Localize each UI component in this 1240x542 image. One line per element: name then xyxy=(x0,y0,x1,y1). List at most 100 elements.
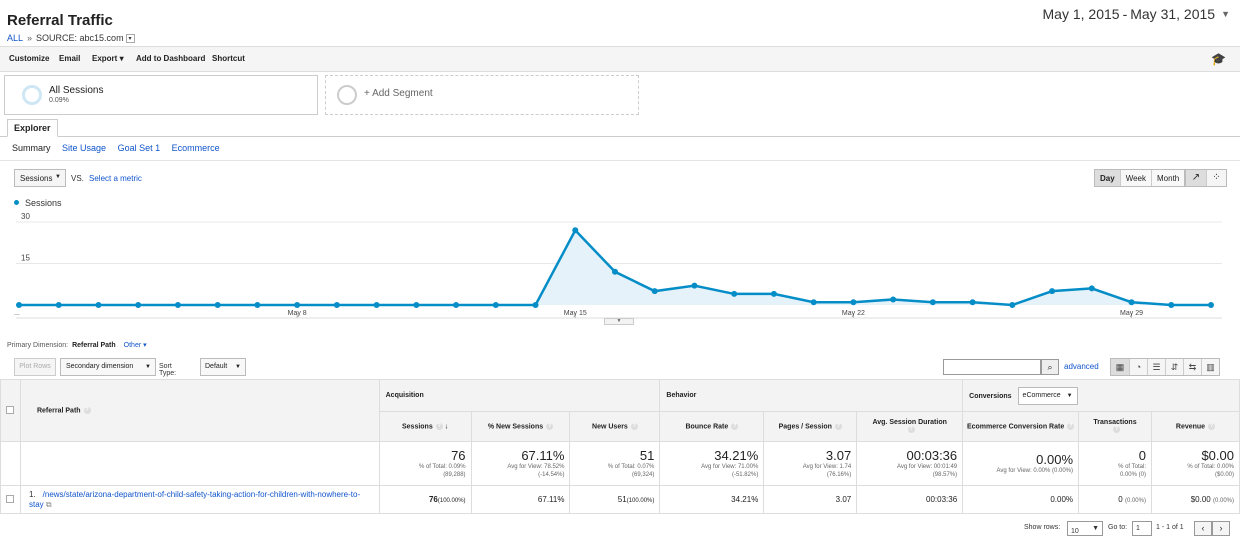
total-value: $0.00 xyxy=(1201,448,1234,463)
subtab-site-usage[interactable]: Site Usage xyxy=(62,143,107,153)
data-point xyxy=(1208,302,1214,308)
help-icon[interactable]: ? xyxy=(731,422,739,430)
comparison-view-icon[interactable]: ⇵ xyxy=(1165,359,1183,375)
subtab-summary[interactable]: Summary xyxy=(12,143,51,153)
conversion-type-value: eCommerce xyxy=(1022,391,1061,399)
col-new-sessions[interactable]: % New Sessions? xyxy=(470,411,571,442)
segment-all-sessions[interactable]: All Sessions 0.09% xyxy=(4,75,318,115)
col-pages-session[interactable]: Pages / Session? xyxy=(763,411,858,442)
week-button[interactable]: Week xyxy=(1119,170,1151,186)
next-page-icon[interactable]: › xyxy=(1212,521,1230,536)
chevron-down-icon: ▼ xyxy=(145,364,151,370)
subtab-goal-set-1[interactable]: Goal Set 1 xyxy=(117,143,161,153)
data-point xyxy=(174,302,181,308)
graduation-cap-icon[interactable]: 🎓 xyxy=(1211,52,1226,66)
customize-button[interactable]: Customize xyxy=(9,54,50,63)
term-cloud-view-icon[interactable]: ⇆ xyxy=(1183,359,1201,375)
motion-chart-icon[interactable]: ⁘ xyxy=(1206,170,1226,186)
other-dimension-link[interactable]: Other ▾ xyxy=(123,342,147,349)
behavior-group-header: Behavior xyxy=(659,379,964,412)
email-button[interactable]: Email xyxy=(59,54,81,63)
report-table: Referral Path? Acquisition Behavior Conv… xyxy=(0,379,1240,514)
shortcut-button[interactable]: Shortcut xyxy=(212,54,245,63)
export-button[interactable]: Export ▾ xyxy=(92,54,124,63)
col-bounce-rate[interactable]: Bounce Rate? xyxy=(659,411,765,442)
line-chart-icon[interactable]: ↗ xyxy=(1186,170,1206,186)
primary-dimension-value[interactable]: Referral Path xyxy=(72,342,116,349)
date-range-picker[interactable]: May 1, 2015- May 31, 2015 ▼ xyxy=(1043,6,1231,22)
total-sub: Avg for View: 00:01:49 xyxy=(896,464,958,470)
data-point xyxy=(770,290,777,297)
search-icon[interactable]: ⌕ xyxy=(1041,359,1059,375)
total-sub: % of Total: 0.09% xyxy=(418,464,466,470)
row-avg-duration: 00:03:36 xyxy=(856,485,964,514)
breadcrumb-dropdown-icon[interactable]: ▾ xyxy=(125,34,135,44)
export-caret-icon: ▾ xyxy=(119,54,124,63)
prev-page-icon[interactable]: ‹ xyxy=(1194,521,1212,536)
data-point xyxy=(850,299,857,306)
row-checkbox[interactable] xyxy=(6,494,15,503)
day-button[interactable]: Day xyxy=(1095,170,1120,186)
subtab-ecommerce[interactable]: Ecommerce xyxy=(171,143,220,153)
help-icon[interactable]: ? xyxy=(1067,422,1075,430)
add-segment-label: + Add Segment xyxy=(364,88,433,99)
sort-desc-icon: ↓ xyxy=(444,423,449,431)
total-sub: Avg for View: 78.52% xyxy=(507,464,565,470)
total-value: 51 xyxy=(639,448,655,463)
data-point xyxy=(373,302,380,308)
x-tick-label: May 15 xyxy=(564,310,587,317)
tab-bar-rule xyxy=(0,136,1240,137)
tab-explorer[interactable]: Explorer xyxy=(7,119,58,137)
help-icon[interactable]: ? xyxy=(435,422,443,430)
col-label: Pages / Session xyxy=(778,423,832,431)
show-rows-select[interactable]: 10 ▼ xyxy=(1067,521,1103,536)
help-icon[interactable]: ? xyxy=(834,422,842,430)
primary-dimension-label: Primary Dimension: xyxy=(7,342,69,349)
plot-rows-button[interactable]: Plot Rows xyxy=(14,358,56,376)
col-conversion-rate[interactable]: Ecommerce Conversion Rate? xyxy=(962,411,1080,442)
data-table-view-icon[interactable]: ▦ xyxy=(1111,359,1129,375)
col-avg-duration[interactable]: Avg. Session Duration? xyxy=(856,411,964,442)
open-link-icon[interactable]: ⧉ xyxy=(45,499,52,509)
metric-select[interactable]: Sessions ▼ xyxy=(14,169,66,187)
referral-path-link[interactable]: /news/state/arizona-department-of-child-… xyxy=(28,489,361,509)
month-button[interactable]: Month xyxy=(1151,170,1185,186)
conversion-type-select[interactable]: eCommerce ▼ xyxy=(1017,386,1078,405)
secondary-dimension-select[interactable]: Secondary dimension ▼ xyxy=(60,358,156,376)
chart-resize-handle[interactable]: ▼ xyxy=(604,318,634,325)
col-sessions[interactable]: Sessions? ↓ xyxy=(378,411,472,442)
select-metric-link[interactable]: Select a metric xyxy=(89,174,142,183)
table-search-input[interactable] xyxy=(943,359,1041,375)
legend-series-name: Sessions xyxy=(25,198,62,208)
data-point xyxy=(612,268,618,275)
performance-view-icon[interactable]: ☰ xyxy=(1147,359,1165,375)
advanced-filter-link[interactable]: advanced xyxy=(1064,362,1099,371)
show-rows-label: Show rows: xyxy=(1024,524,1061,531)
col-label: Revenue xyxy=(1175,423,1206,431)
help-icon[interactable]: ? xyxy=(1208,422,1216,430)
col-transactions[interactable]: Transactions? xyxy=(1078,411,1152,442)
pie-chart-view-icon[interactable]: ◔ xyxy=(1129,359,1147,375)
add-to-dashboard-button[interactable]: Add to Dashboard xyxy=(136,54,206,63)
select-all-cell xyxy=(0,379,21,442)
row-new-sessions: 67.11% xyxy=(470,485,571,514)
help-icon[interactable]: ? xyxy=(1113,426,1120,434)
add-segment-button[interactable]: + Add Segment xyxy=(325,75,639,115)
pivot-view-icon[interactable]: ▥ xyxy=(1201,359,1219,375)
breadcrumb-all-link[interactable]: ALL xyxy=(7,33,24,43)
select-all-checkbox[interactable] xyxy=(6,405,15,414)
help-icon[interactable]: ? xyxy=(546,422,554,430)
referral-path-header[interactable]: Referral Path? xyxy=(19,379,380,442)
total-sub: (76.16%) xyxy=(826,472,852,478)
referral-path-cell: 1./news/state/arizona-department-of-chil… xyxy=(19,485,380,514)
col-revenue[interactable]: Revenue? xyxy=(1150,411,1240,442)
help-icon[interactable]: ? xyxy=(83,406,91,414)
help-icon[interactable]: ? xyxy=(907,426,915,434)
total-bounce-rate: 34.21% Avg for View: 71.00% (-51.82%) xyxy=(659,441,765,486)
col-new-users[interactable]: New Users? xyxy=(569,411,661,442)
row-index: 1. xyxy=(28,489,36,499)
goto-input[interactable]: 1 xyxy=(1132,521,1152,536)
data-point xyxy=(95,302,102,308)
sort-type-select[interactable]: Default ▼ xyxy=(200,358,246,376)
help-icon[interactable]: ? xyxy=(630,422,638,430)
